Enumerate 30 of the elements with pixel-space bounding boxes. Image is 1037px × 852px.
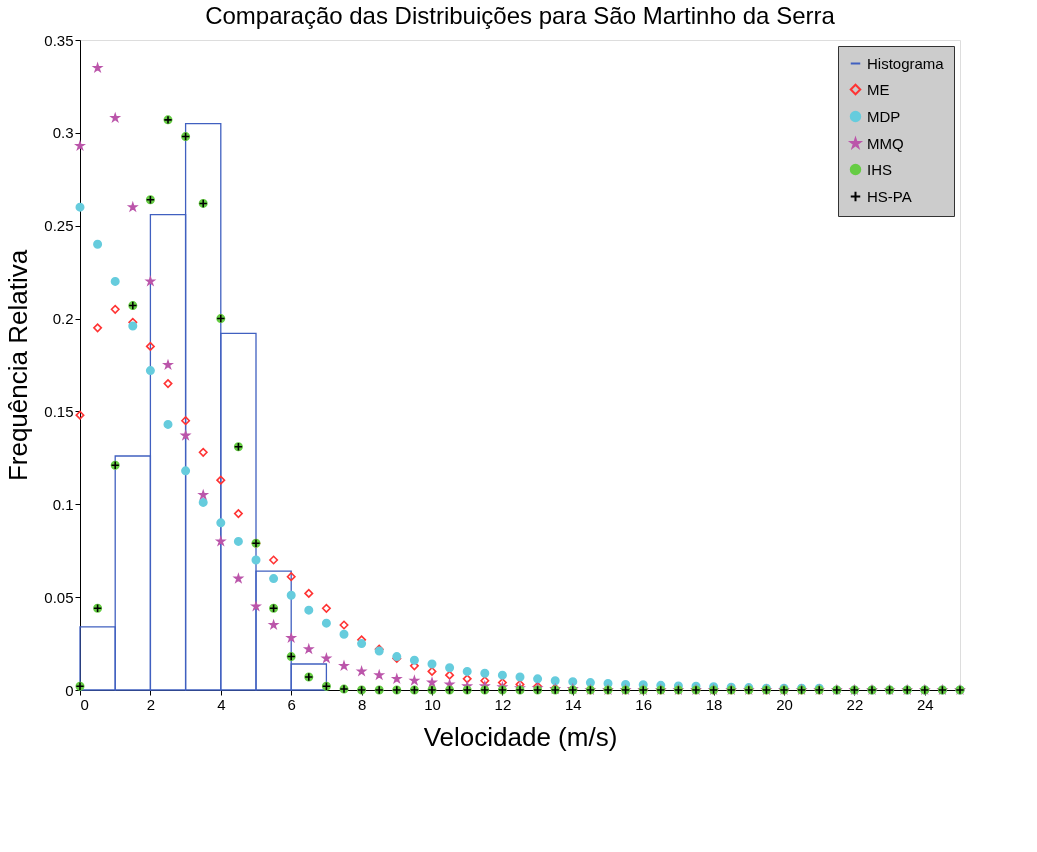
x-axis-title: Velocidade (m/s) [423,721,618,752]
legend-label: HS-PA [867,187,912,205]
y-tick-label: 0.35 [44,31,74,49]
y-tick-label: 0.2 [52,310,74,328]
legend-label: IHS [867,160,893,178]
x-tick-label: 20 [776,695,793,713]
chart-title: Comparação das Distribuições para São Martinho da Serra [205,2,836,29]
y-tick-label: 0.3 [52,124,74,142]
legend-label: ME [867,80,890,98]
legend-label: MMQ [867,134,904,152]
x-tick-label: 14 [564,695,582,713]
y-tick-label: 0.15 [44,402,74,420]
y-axis-title: Frequência Relativa [3,249,34,482]
x-tick-label: 10 [424,695,441,713]
y-tick-label: 0 [65,681,74,699]
x-tick-label: 18 [705,695,723,713]
legend-label: Histograma [867,54,945,72]
y-tick-label: 0.05 [44,588,74,606]
legend-label: MDP [867,107,901,125]
x-tick-label: 0 [80,695,89,713]
x-tick-label: 22 [846,695,864,713]
y-tick-label: 0.1 [52,495,74,513]
x-tick-label: 2 [146,695,156,713]
x-tick-label: 8 [357,695,367,713]
x-tick-label: 16 [635,695,653,713]
y-tick-label: 0.25 [44,217,74,235]
x-tick-label: 24 [916,695,934,713]
x-tick-label: 4 [217,695,226,713]
x-tick-label: 12 [494,695,512,713]
x-tick-label: 6 [287,695,296,713]
